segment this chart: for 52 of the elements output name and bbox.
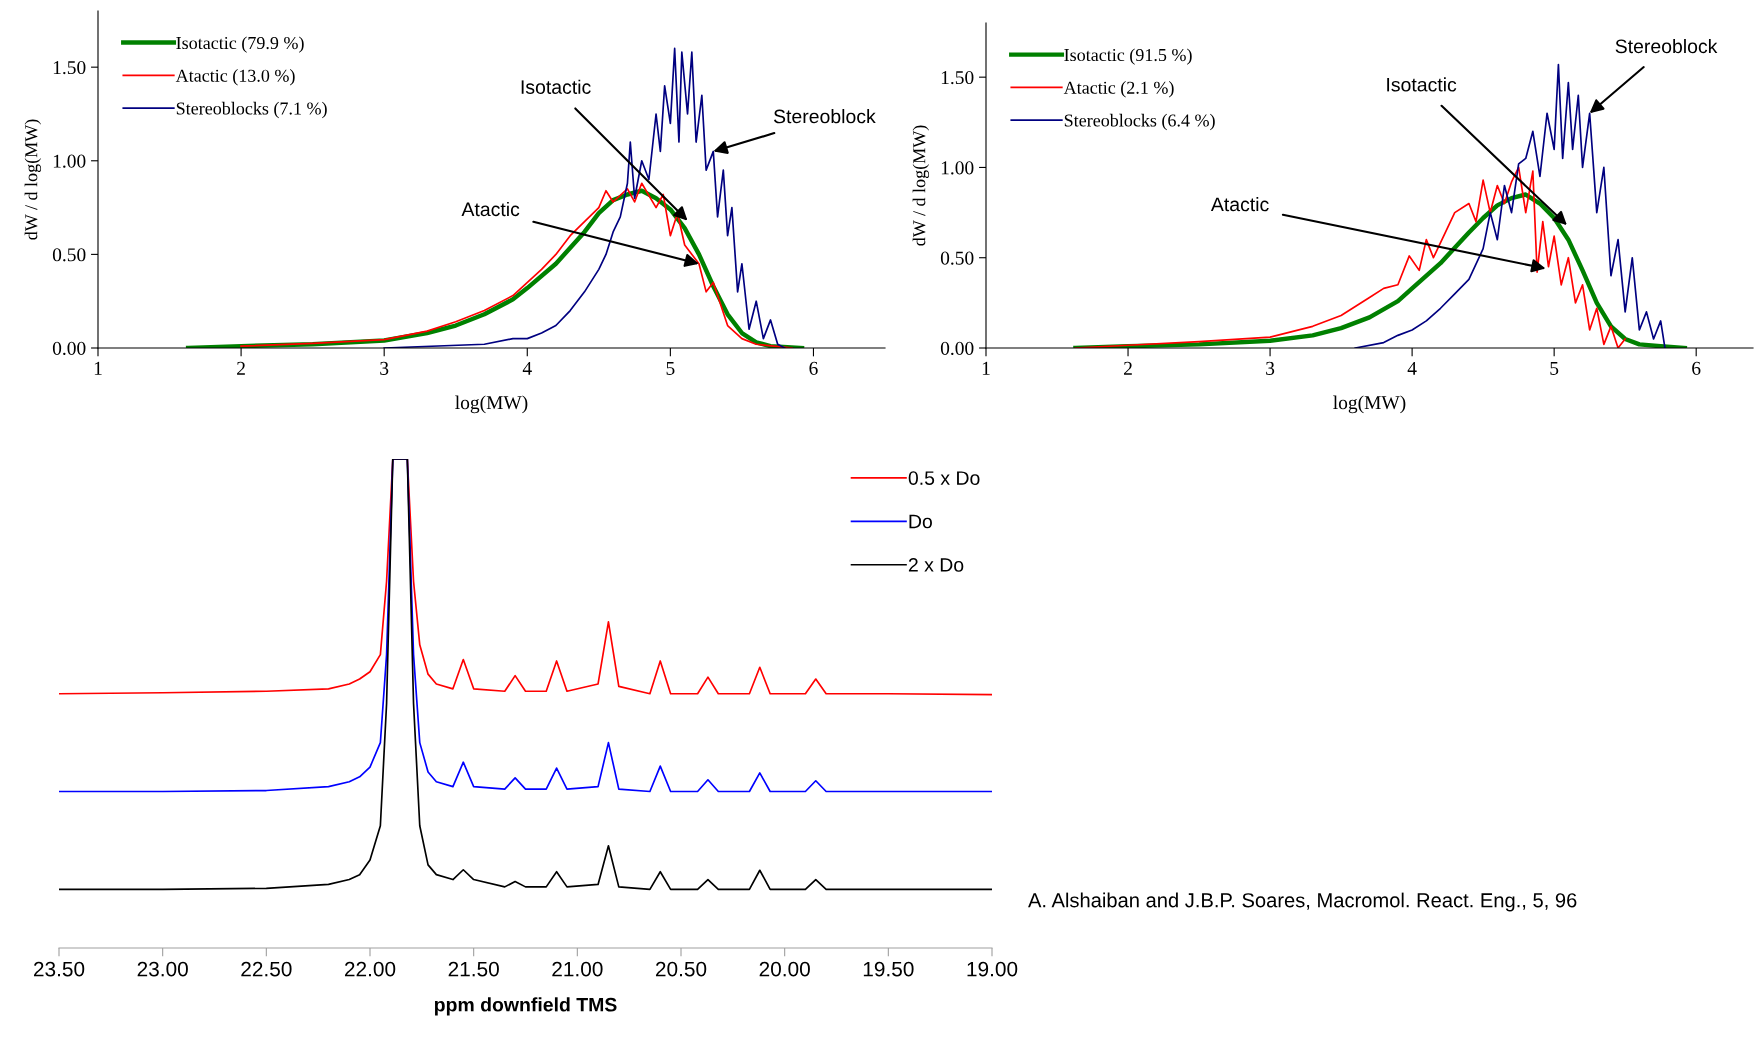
x-tick-label: 1	[982, 361, 990, 375]
legend-label: Do	[909, 514, 932, 529]
y-tick-label: 0.50	[52, 248, 86, 262]
y-tick-label: 0.50	[940, 251, 974, 265]
x-tick-label: 3	[1266, 361, 1275, 375]
x-tick-label: 1	[94, 361, 102, 375]
annotation: Isotactic	[521, 79, 591, 94]
x-tick-label: 22.50	[241, 961, 292, 977]
x-tick-label: 23.50	[33, 961, 85, 977]
x-tick-label: 21.50	[448, 961, 499, 977]
annotation: Atactic	[461, 201, 520, 217]
y-tick-label: 0.00	[52, 341, 86, 356]
x-axis-title: log(MW)	[1333, 395, 1406, 414]
legend-label: Stereoblocks (6.4 %)	[1064, 113, 1215, 131]
y-axis-title: dW / d log(MW)	[24, 119, 42, 240]
x-tick-label: 3	[380, 361, 389, 375]
legend-label: Stereoblocks (7.1 %)	[176, 101, 327, 119]
legend-label: Isotactic (79.9 %)	[176, 36, 304, 53]
x-tick-label: 20.50	[655, 961, 707, 977]
annotation: Isotactic	[1387, 77, 1457, 92]
x-axis-title: ppm downfield TMS	[434, 997, 617, 1016]
annotation: Atactic	[1210, 196, 1269, 212]
x-tick-label: 6	[809, 361, 818, 375]
legend-label: Atactic (2.1 %)	[1063, 81, 1174, 98]
annotation: Stereoblock	[1615, 38, 1718, 54]
annotation: Stereoblock	[773, 109, 876, 124]
x-tick-label: 5	[1550, 361, 1559, 375]
x-tick-label: 22.00	[344, 961, 396, 977]
x-tick-label: 20.00	[759, 961, 810, 977]
text: A. Alshaiban and J.B.P. Soares, Macromol. React. Eng., 5, 96	[1028, 892, 1577, 912]
y-axis-title: dW / d log(MW)	[912, 125, 930, 246]
y-tick-label: 0.00	[940, 341, 974, 356]
legend-label: 2 x Do	[908, 557, 964, 572]
legend-label: Atactic (13.0 %)	[175, 69, 295, 86]
x-tick-label: 21.00	[552, 961, 603, 977]
legend-label: Isotactic (91.5 %)	[1064, 48, 1192, 65]
y-tick-label: 1.00	[53, 154, 86, 168]
y-tick-label: 1.50	[53, 60, 86, 75]
x-tick-label: 23.00	[137, 961, 188, 977]
x-tick-label: 2	[1124, 361, 1132, 375]
y-tick-label: 1.00	[941, 161, 974, 175]
x-tick-label: 4	[1407, 361, 1417, 375]
x-tick-label: 19.50	[863, 961, 914, 977]
x-tick-label: 19.00	[967, 961, 1018, 977]
x-tick-label: 2	[237, 361, 245, 375]
x-tick-label: 4	[522, 361, 532, 375]
x-tick-label: 5	[666, 361, 675, 375]
y-tick-label: 1.50	[941, 70, 974, 85]
legend-label: 0.5 x Do	[908, 471, 980, 485]
x-tick-label: 6	[1692, 361, 1701, 375]
x-axis-title: log(MW)	[455, 395, 528, 414]
line-series	[1073, 192, 1688, 348]
